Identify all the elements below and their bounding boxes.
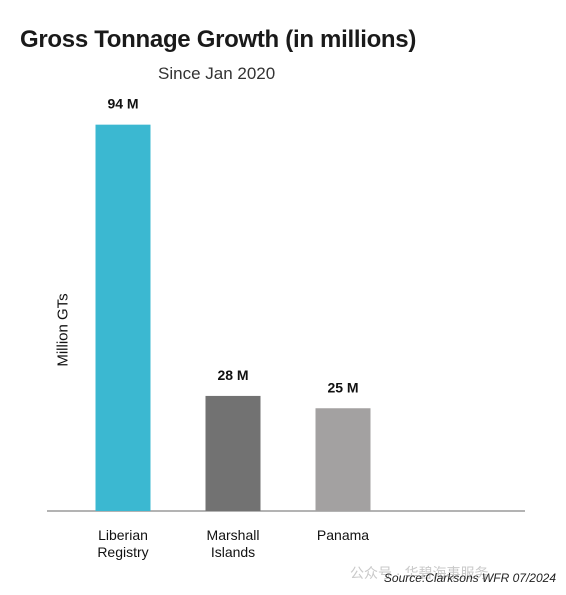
bar-2 [315,408,371,511]
category-label-0: Liberian Registry [97,527,148,560]
data-label-2: 25 M [327,379,358,395]
source-note: Source:Clarksons WFR 07/2024 [383,571,556,585]
bar-1 [205,395,261,511]
chart-subtitle: Since Jan 2020 [158,64,276,83]
watermark: 公众号 · 华碧海事服务 [350,565,489,581]
data-label-1: 28 M [217,367,248,383]
bar-0 [95,124,151,511]
category-label-2: Panama [317,527,369,543]
data-label-0: 94 M [107,96,138,112]
chart-title: Gross Tonnage Growth (in millions) [20,26,417,53]
category-label-1: Marshall Islands [207,527,260,560]
